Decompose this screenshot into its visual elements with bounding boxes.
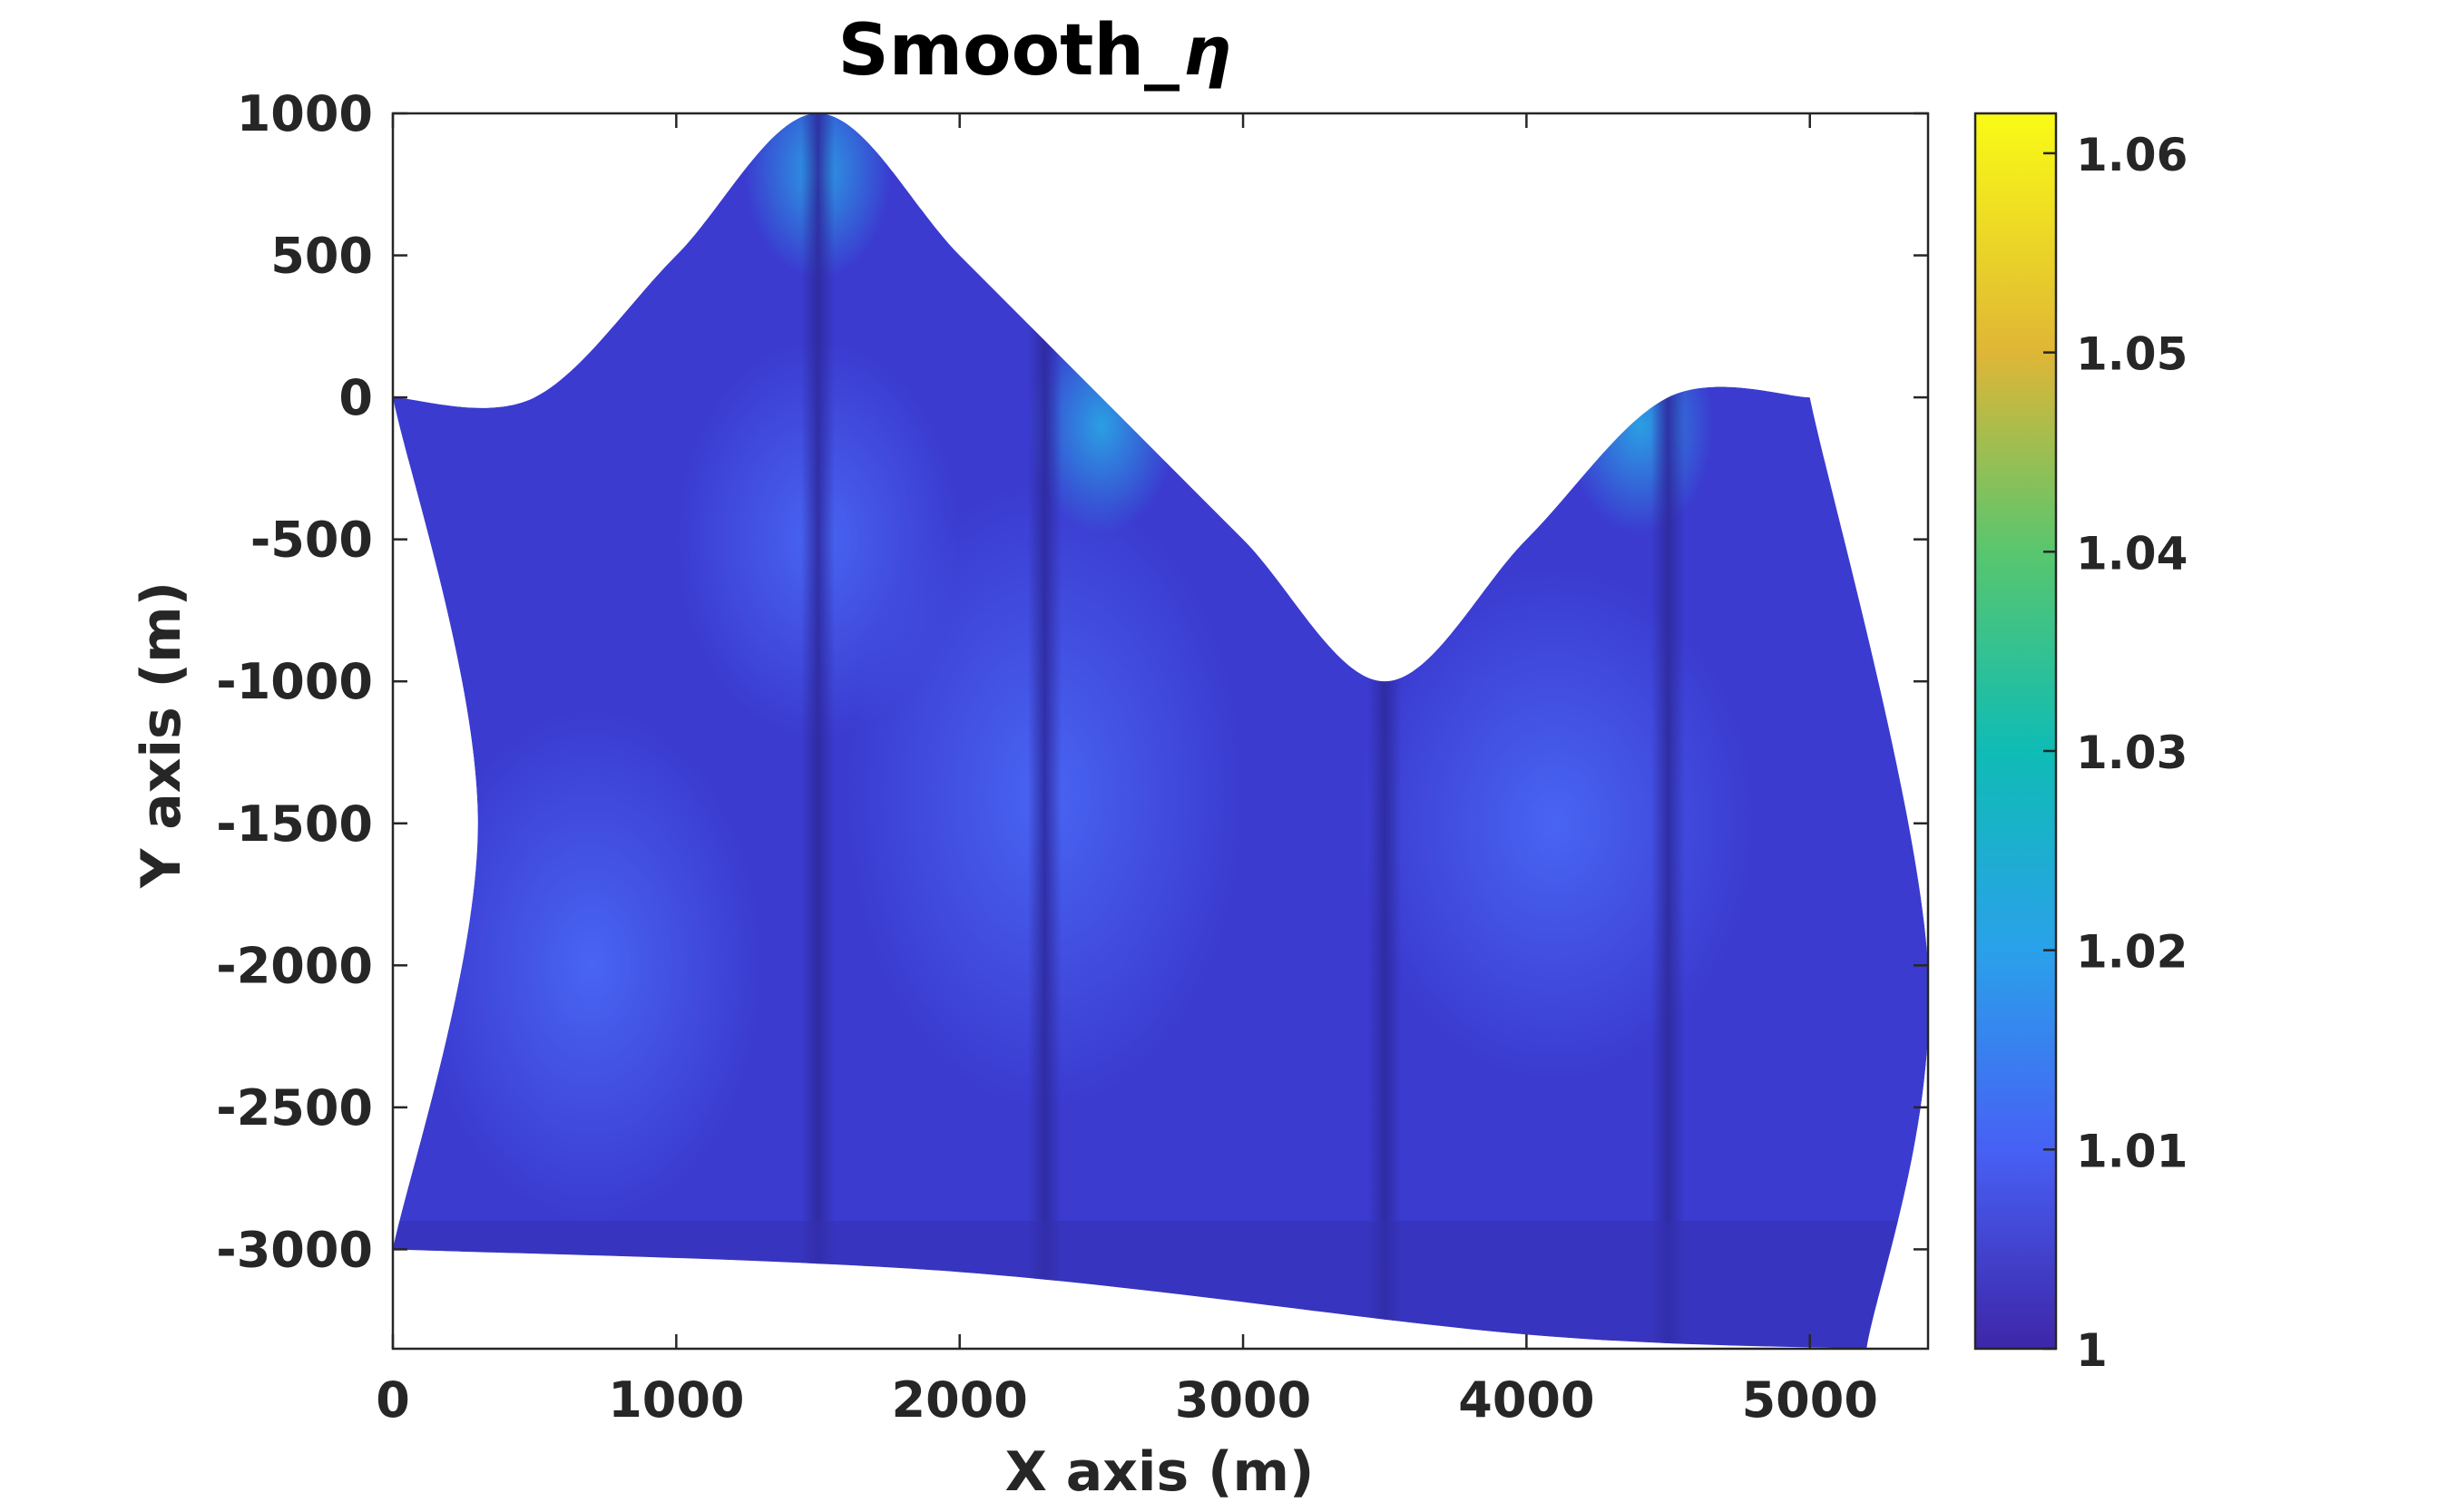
x-tick-label: 2000 — [892, 1371, 1028, 1429]
y-axis-label: Y axis (m) — [130, 581, 193, 889]
field-ridge-0 — [800, 113, 836, 1349]
x-tick-label: 1000 — [608, 1371, 744, 1429]
y-tick-label: -3000 — [216, 1221, 373, 1278]
y-tick-label: -2500 — [216, 1079, 373, 1136]
axes-box — [391, 112, 1930, 1351]
colorbar-tick-label: 1.04 — [2076, 527, 2188, 580]
field-glow-0 — [421, 709, 762, 1222]
y-tick-label: -500 — [250, 512, 373, 569]
field-glow-2 — [1356, 567, 1754, 1079]
colorbar-ticks: 1 1.01 1.02 1.03 1.04 1.05 1.06 — [2043, 129, 2188, 1377]
colorbar-bar — [1973, 112, 2058, 1351]
y-axis-ticks: 1000 500 0 -500 -1000 -1500 -2000 -2500 -3000 — [216, 85, 1928, 1278]
colorbar-tick-label: 1 — [2076, 1324, 2108, 1377]
x-tick-label: 4000 — [1458, 1371, 1594, 1429]
chart-title: Smooth_ η — [838, 10, 1231, 92]
x-tick-label: 5000 — [1742, 1371, 1878, 1429]
y-tick-label: 0 — [338, 369, 373, 426]
y-tick-label: 1000 — [237, 85, 373, 142]
title-text: Smooth_ — [838, 10, 1180, 92]
title-symbol: η — [1183, 13, 1231, 91]
field-lower-band — [393, 1221, 1928, 1349]
colorbar-tick-label: 1.06 — [2076, 129, 2188, 181]
y-tick-label: -1500 — [216, 795, 373, 853]
colorbar-tick-label: 1.05 — [2076, 328, 2188, 381]
colorbar: 1 1.01 1.02 1.03 1.04 1.05 1.06 — [1973, 112, 2188, 1377]
y-tick-label: -2000 — [216, 937, 373, 994]
x-tick-label: 3000 — [1175, 1371, 1311, 1429]
colorbar-tick-label: 1.03 — [2076, 727, 2188, 779]
x-tick-label: 0 — [376, 1371, 410, 1429]
x-axis-ticks: 0 1000 2000 3000 4000 5000 — [376, 113, 1878, 1429]
y-tick-label: 500 — [270, 228, 373, 285]
x-axis-label: X axis (m) — [1005, 1440, 1315, 1504]
field-ridge-3 — [1650, 113, 1686, 1349]
colorbar-tick-label: 1.02 — [2076, 926, 2188, 979]
field-clip-group — [393, 113, 1930, 1349]
field-ridge-2 — [1367, 113, 1402, 1349]
colorbar-tick-label: 1.01 — [2076, 1125, 2188, 1177]
field-ridge-1 — [1027, 113, 1062, 1349]
field-peak-1 — [1566, 317, 1714, 534]
heatmap-field — [393, 113, 1930, 1349]
y-tick-label: -1000 — [216, 653, 373, 710]
